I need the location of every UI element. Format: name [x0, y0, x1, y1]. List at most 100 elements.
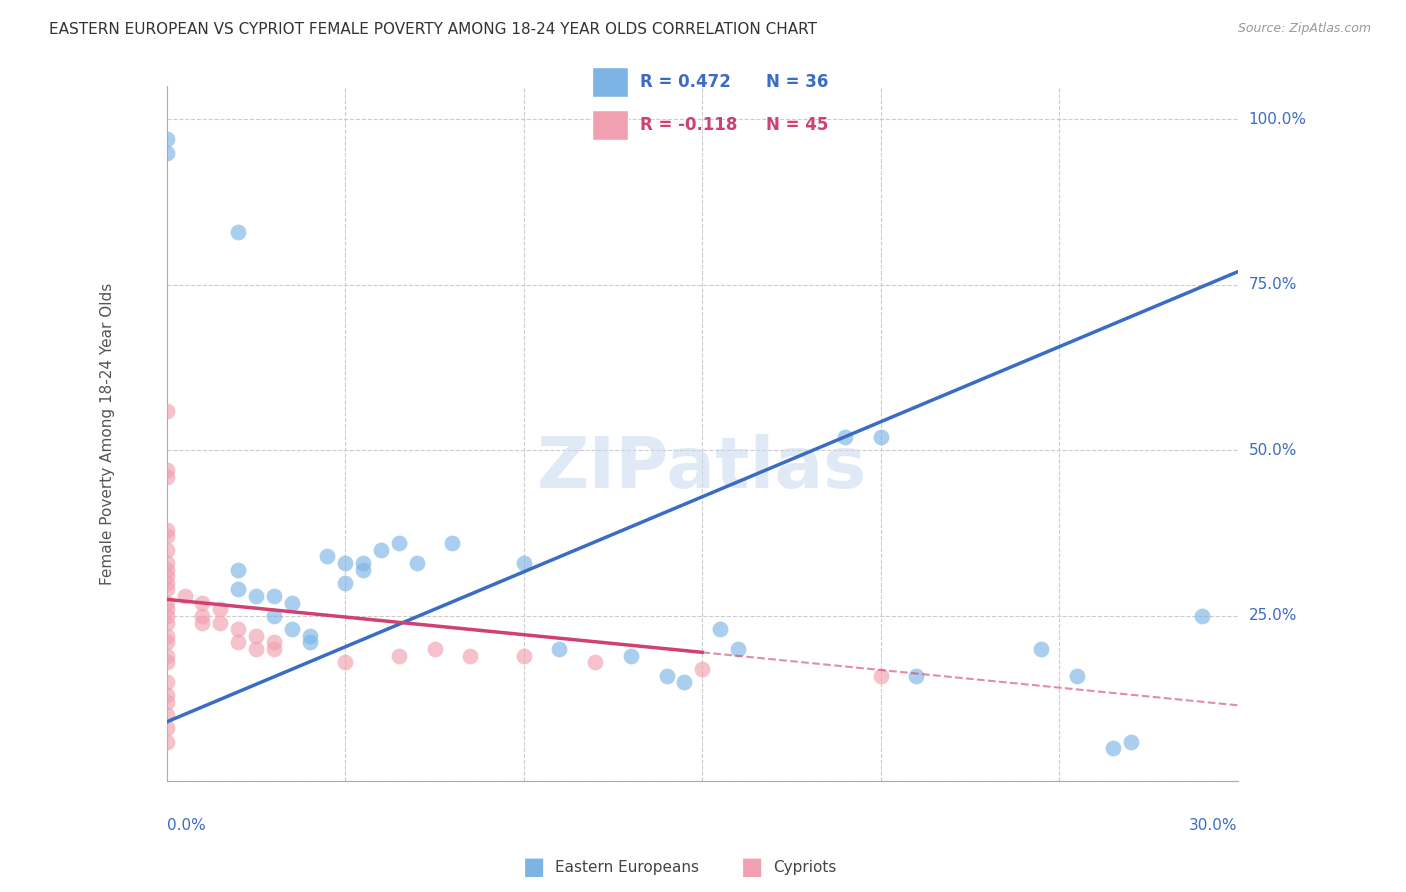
Text: 30.0%: 30.0%	[1189, 818, 1237, 833]
Point	[869, 668, 891, 682]
Point	[156, 132, 179, 146]
Point	[209, 602, 232, 616]
Point	[173, 589, 195, 603]
Point	[226, 622, 249, 636]
Point	[245, 589, 267, 603]
Text: 100.0%: 100.0%	[1249, 112, 1306, 127]
Point	[548, 642, 571, 657]
Point	[156, 563, 179, 577]
Point	[298, 635, 321, 649]
Point	[370, 542, 392, 557]
Point	[156, 675, 179, 690]
Point	[673, 675, 696, 690]
Point	[405, 556, 427, 570]
Text: Female Poverty Among 18-24 Year Olds: Female Poverty Among 18-24 Year Olds	[100, 283, 115, 585]
Text: Source: ZipAtlas.com: Source: ZipAtlas.com	[1237, 22, 1371, 36]
Point	[156, 635, 179, 649]
Point	[156, 655, 179, 669]
Point	[191, 615, 214, 630]
Point	[156, 615, 179, 630]
Point	[727, 642, 749, 657]
Point	[156, 648, 179, 663]
Point	[156, 403, 179, 417]
Point	[709, 622, 731, 636]
Text: 0.0%: 0.0%	[167, 818, 205, 833]
Point	[156, 529, 179, 543]
Point	[1066, 668, 1088, 682]
Point	[209, 615, 232, 630]
FancyBboxPatch shape	[592, 67, 628, 97]
Point	[388, 536, 411, 550]
Point	[156, 602, 179, 616]
Point	[263, 589, 285, 603]
Point	[156, 556, 179, 570]
Point	[156, 609, 179, 624]
Point	[226, 635, 249, 649]
Point	[156, 523, 179, 537]
Text: Cypriots: Cypriots	[773, 860, 837, 874]
Point	[156, 596, 179, 610]
Text: 75.0%: 75.0%	[1249, 277, 1296, 293]
Point	[869, 430, 891, 444]
Point	[513, 556, 536, 570]
Point	[156, 722, 179, 736]
Point	[1031, 642, 1053, 657]
Point	[1191, 609, 1213, 624]
Point	[156, 569, 179, 583]
Point	[298, 629, 321, 643]
Text: R = 0.472: R = 0.472	[640, 73, 731, 91]
FancyBboxPatch shape	[592, 110, 628, 140]
Point	[441, 536, 464, 550]
Point	[156, 463, 179, 477]
Point	[245, 629, 267, 643]
Point	[226, 563, 249, 577]
Text: Eastern Europeans: Eastern Europeans	[555, 860, 699, 874]
Point	[156, 708, 179, 723]
Point	[458, 648, 481, 663]
Point	[280, 622, 302, 636]
Text: ■: ■	[523, 855, 546, 879]
Point	[423, 642, 446, 657]
Point	[156, 695, 179, 709]
Point	[156, 542, 179, 557]
Point	[280, 596, 302, 610]
Point	[905, 668, 928, 682]
Text: ZIPatlas: ZIPatlas	[537, 434, 868, 503]
Point	[191, 596, 214, 610]
Text: EASTERN EUROPEAN VS CYPRIOT FEMALE POVERTY AMONG 18-24 YEAR OLDS CORRELATION CHA: EASTERN EUROPEAN VS CYPRIOT FEMALE POVER…	[49, 22, 817, 37]
Point	[620, 648, 643, 663]
Text: N = 45: N = 45	[766, 116, 828, 134]
Text: 50.0%: 50.0%	[1249, 443, 1296, 458]
Point	[1101, 741, 1123, 756]
Point	[156, 689, 179, 703]
Point	[690, 662, 713, 676]
Point	[335, 575, 357, 590]
Point	[583, 655, 606, 669]
Point	[226, 225, 249, 239]
Point	[335, 655, 357, 669]
Point	[263, 609, 285, 624]
Point	[263, 635, 285, 649]
Point	[156, 735, 179, 749]
Point	[352, 563, 374, 577]
Text: R = -0.118: R = -0.118	[640, 116, 737, 134]
Point	[263, 642, 285, 657]
Text: ■: ■	[741, 855, 763, 879]
Point	[513, 648, 536, 663]
Point	[655, 668, 678, 682]
Point	[156, 470, 179, 484]
Point	[226, 582, 249, 597]
Point	[156, 582, 179, 597]
Point	[156, 145, 179, 160]
Point	[156, 575, 179, 590]
Text: N = 36: N = 36	[766, 73, 828, 91]
Point	[834, 430, 856, 444]
Point	[191, 609, 214, 624]
Point	[316, 549, 339, 564]
Point	[156, 629, 179, 643]
Text: 25.0%: 25.0%	[1249, 608, 1296, 624]
Point	[388, 648, 411, 663]
Point	[335, 556, 357, 570]
Point	[1119, 735, 1142, 749]
Point	[352, 556, 374, 570]
